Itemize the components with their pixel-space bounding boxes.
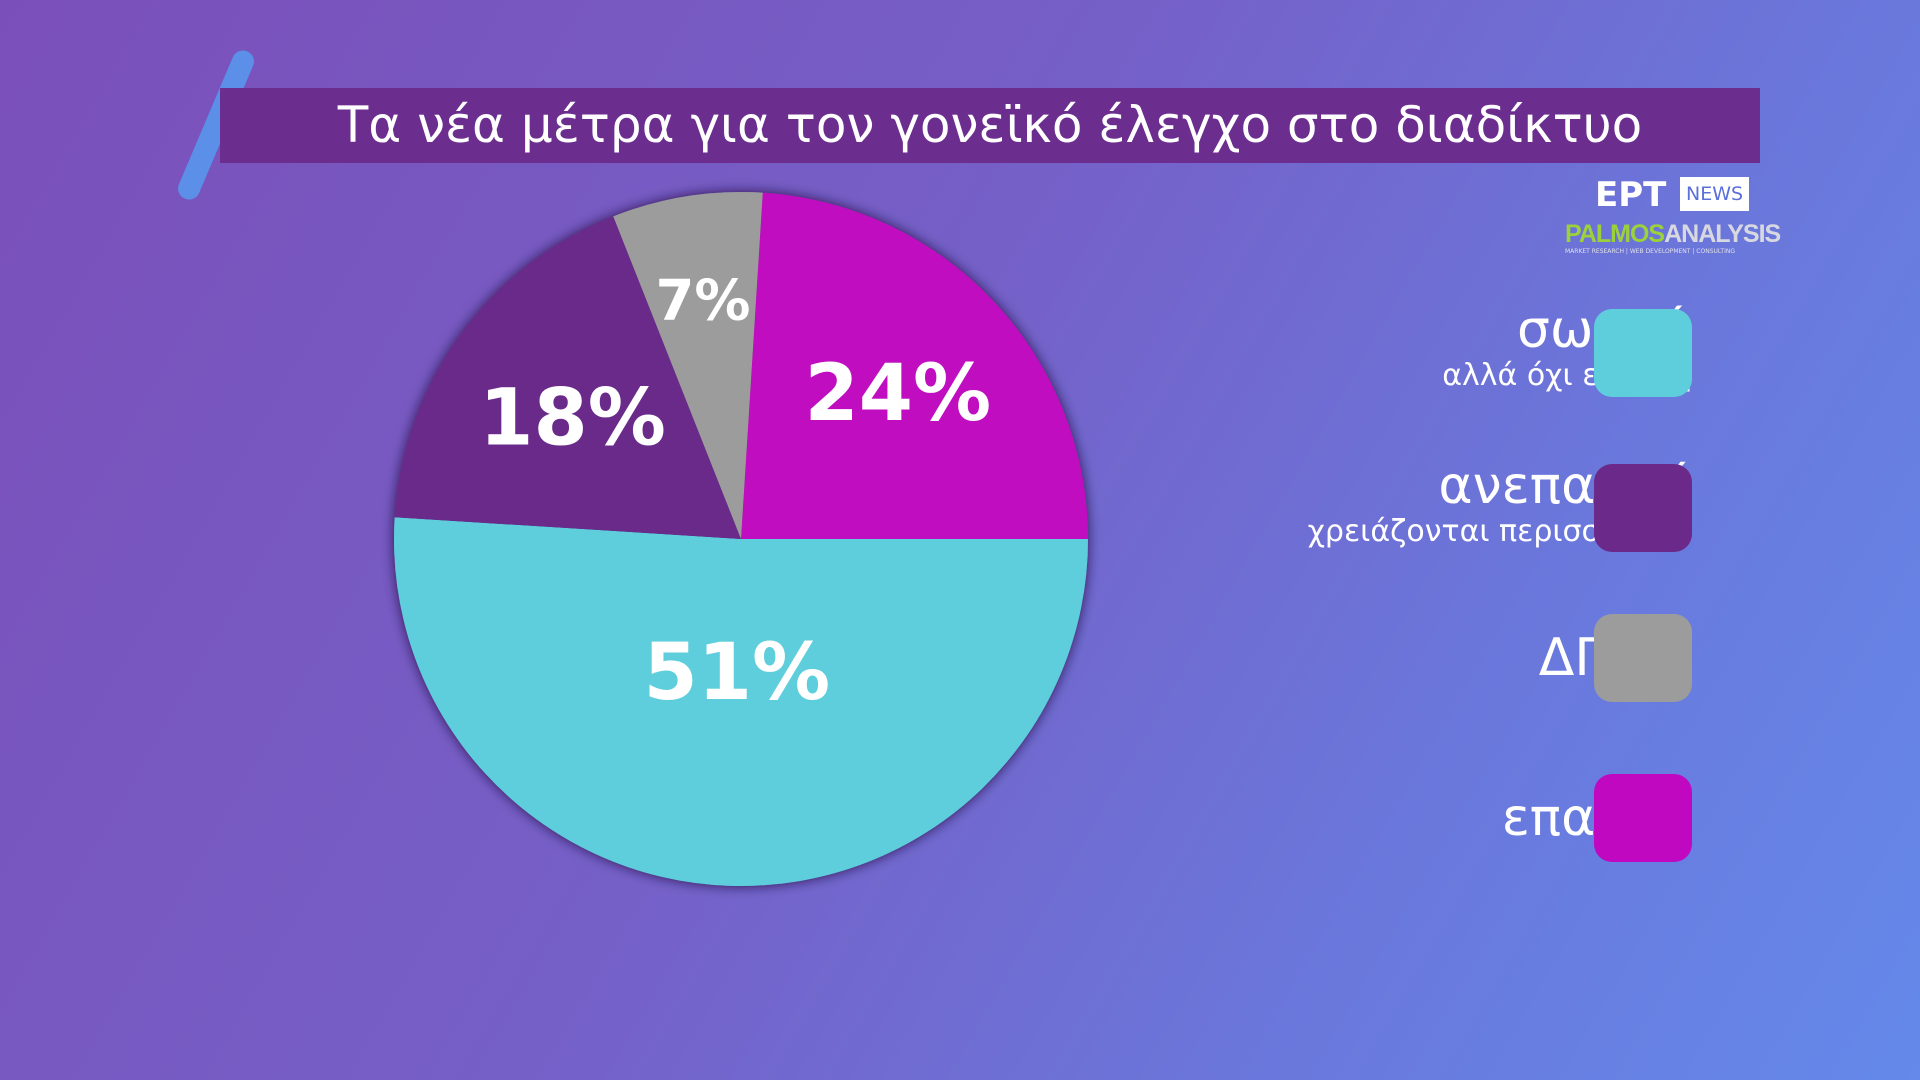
legend-swatch — [1594, 614, 1692, 702]
chart-title: Τα νέα μέτρα για τον γονεϊκό έλεγχο στο … — [337, 96, 1643, 154]
pie-slice — [741, 192, 1088, 539]
news-logo-text: NEWS — [1680, 177, 1750, 211]
slice-data-label: 24% — [804, 349, 991, 439]
legend-swatch — [1594, 309, 1692, 397]
palmos-analysis-logo: PALMOSANALYSIS — [1565, 220, 1781, 249]
palmos-text: PALMOS — [1565, 220, 1665, 248]
pie-slice — [393, 517, 1088, 887]
pie-slice — [613, 192, 763, 540]
palmos-tagline: MARKET RESEARCH | WEB DEVELOPMENT | CONS… — [1565, 248, 1735, 255]
title-bar: Τα νέα μέτρα για τον γονεϊκό έλεγχο στο … — [220, 88, 1760, 163]
slice-data-label: 51% — [644, 628, 831, 718]
ert-logo-text: ΕΡΤ — [1595, 175, 1667, 215]
legend-swatch — [1594, 464, 1692, 552]
slice-data-label: 18% — [479, 374, 666, 464]
analysis-text: ANALYSIS — [1664, 220, 1781, 248]
pie-slice — [394, 216, 741, 539]
slice-data-label: 7% — [655, 268, 750, 333]
legend-swatch — [1594, 774, 1692, 862]
